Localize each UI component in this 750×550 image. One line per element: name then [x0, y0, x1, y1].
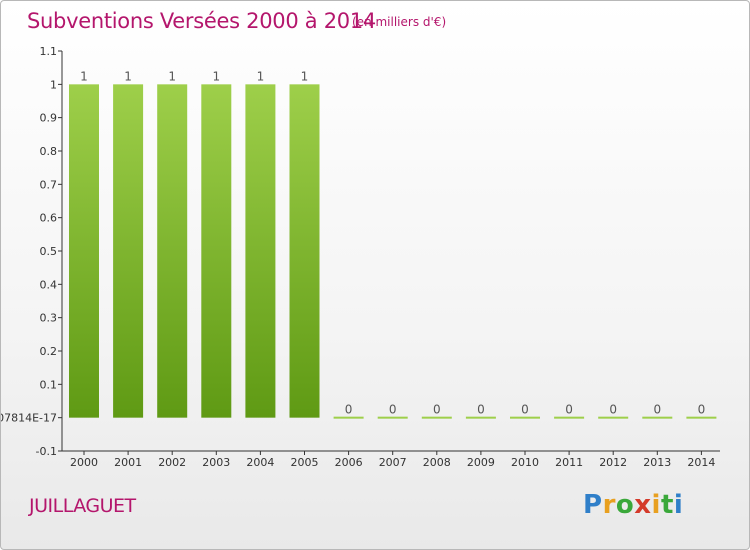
x-axis: 2000 2001 2002 2003 2004 2005 2006 2007 2008 2009…	[62, 450, 720, 469]
y-axis: -0.1 1.3877787807814E-17 0.1 0.2 0.3 0.4 0.5 0.…	[1, 45, 63, 458]
bar	[421, 416, 452, 419]
y-tick-label: -0.1	[36, 445, 57, 458]
x-tick-label: 2008	[423, 456, 451, 469]
x-tick-label: 2002	[158, 456, 186, 469]
bar	[113, 84, 144, 418]
y-tick-label: 0.2	[40, 345, 58, 358]
value-labels: 1 1 1 1 1 1 0 0 0 0 0 0 0 0 0	[80, 69, 705, 416]
y-tick-label: 0.3	[40, 312, 58, 325]
value-label: 1	[301, 69, 309, 83]
logo-letter: x	[634, 490, 652, 520]
y-tick-label: 0.8	[40, 145, 58, 158]
chart-title: Subventions Versées 2000 à 2014	[27, 9, 376, 33]
bar	[157, 84, 188, 418]
bar	[377, 416, 408, 419]
bar	[201, 84, 232, 418]
bar	[289, 84, 320, 418]
logo-letter: i	[673, 490, 684, 520]
value-label: 0	[565, 403, 573, 417]
value-label: 0	[433, 403, 441, 417]
logo-letter: P	[583, 490, 603, 520]
y-tick-label: 0.1	[40, 378, 58, 391]
bar	[245, 84, 276, 418]
chart-subtitle: (en milliers d'€)	[352, 15, 447, 29]
bar	[465, 416, 496, 419]
y-tick-label: 1.1	[40, 45, 58, 58]
logo-letter: o	[615, 490, 635, 520]
x-tick-label: 2005	[291, 456, 319, 469]
x-tick-label: 2007	[379, 456, 407, 469]
y-tick-label: 0.7	[40, 178, 58, 191]
y-tick-label: 0.9	[40, 112, 58, 125]
value-label: 0	[389, 403, 397, 417]
y-tick-label: 0.4	[40, 278, 58, 291]
x-tick-label: 2004	[246, 456, 274, 469]
bar	[642, 416, 673, 419]
bar	[69, 84, 99, 418]
value-label: 0	[477, 403, 485, 417]
logo-letter: r	[602, 490, 616, 520]
bar	[510, 416, 540, 419]
x-tick-label: 2003	[202, 456, 230, 469]
proxiti-logo[interactable]: Proxiti	[583, 490, 683, 520]
value-label: 0	[698, 403, 706, 417]
x-tick-label: 2011	[555, 456, 583, 469]
bar	[333, 416, 364, 419]
commune-name: JUILLAGUET	[29, 495, 136, 517]
x-tick-label: 2010	[511, 456, 539, 469]
value-label: 1	[212, 69, 220, 83]
value-label: 0	[609, 403, 617, 417]
value-label: 0	[345, 403, 353, 417]
x-tick-label: 2014	[687, 456, 715, 469]
x-tick-label: 2012	[599, 456, 627, 469]
y-tick-label: 1	[50, 78, 57, 91]
value-label: 1	[124, 69, 132, 83]
y-tick-label: 0.6	[40, 212, 58, 225]
value-label: 1	[168, 69, 176, 83]
logo-letter: t	[660, 490, 674, 520]
x-tick-label: 2013	[643, 456, 671, 469]
bar	[686, 416, 717, 419]
y-tick-label: 0.5	[40, 245, 58, 258]
x-tick-label: 2006	[335, 456, 363, 469]
value-label: 0	[653, 403, 661, 417]
bar	[554, 416, 585, 419]
logo-letter: i	[651, 490, 661, 520]
x-tick-label: 2009	[467, 456, 495, 469]
value-label: 0	[521, 403, 529, 417]
y-tick-label: 1.3877787807814E-17	[1, 412, 57, 425]
value-label: 1	[80, 69, 88, 83]
bars	[69, 84, 717, 419]
x-tick-label: 2001	[114, 456, 142, 469]
x-tick-label: 2000	[70, 456, 98, 469]
bar	[598, 416, 629, 419]
value-label: 1	[257, 69, 265, 83]
